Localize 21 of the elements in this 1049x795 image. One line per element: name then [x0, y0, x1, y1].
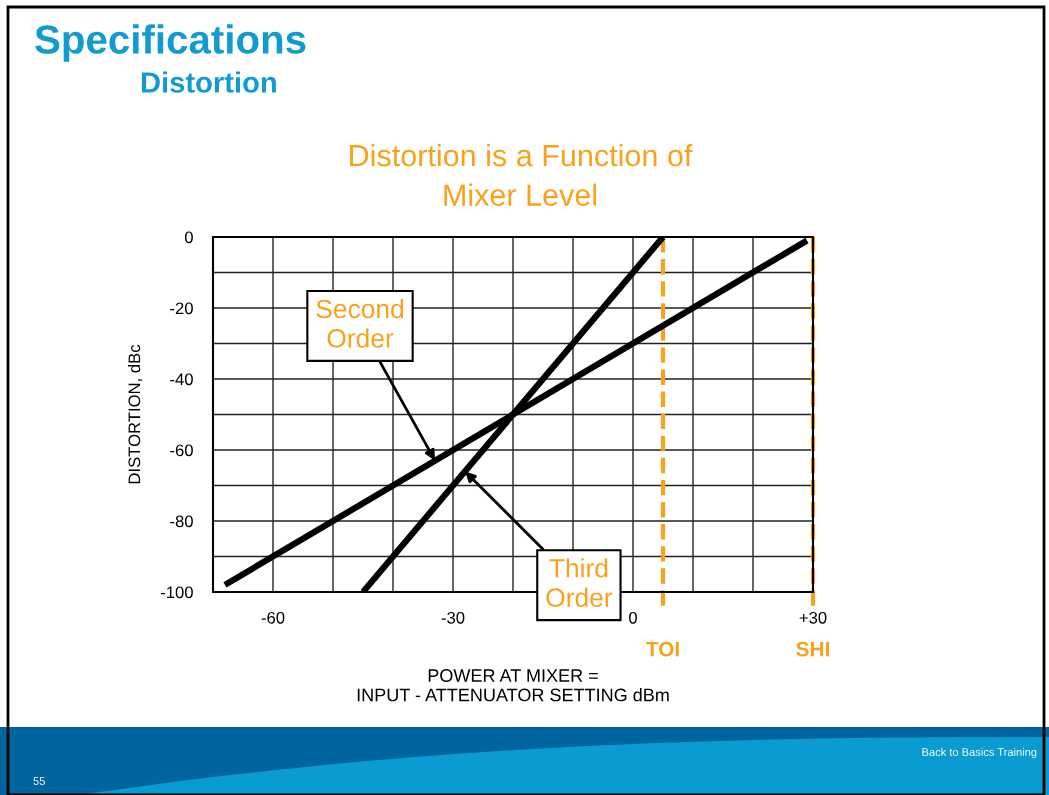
text: 55 [33, 777, 45, 785]
x-tick-label: +30 [799, 611, 827, 624]
x-tick-label: 0 [629, 611, 637, 624]
y-axis-title: DISTORTION, dBc [128, 344, 143, 484]
y-tick-label: -100 [160, 586, 193, 599]
ref-line-label: SHI [796, 641, 829, 657]
x-tick-label: -30 [441, 611, 465, 624]
y-tick-label: -40 [170, 373, 193, 386]
annotation: Third Order [546, 558, 613, 607]
text: Back to Basics Training [922, 747, 1037, 759]
y-tick-label: -20 [170, 302, 193, 315]
y-tick-label: -80 [170, 515, 193, 528]
text: Distortion is a Function of Mixer Level [350, 143, 693, 206]
chart-title: Specifications [35, 24, 306, 62]
y-tick-label: 0 [184, 231, 193, 244]
annotation: Second Order [316, 298, 404, 348]
chart-subtitle: Distortion [141, 71, 276, 93]
ref-line-label: TOI [646, 641, 679, 657]
x-tick-label: -60 [261, 611, 285, 624]
x-axis-title: POWER AT MIXER = INPUT - ATTENUATOR SETTING dBm [357, 669, 669, 702]
y-tick-label: -60 [170, 444, 193, 457]
